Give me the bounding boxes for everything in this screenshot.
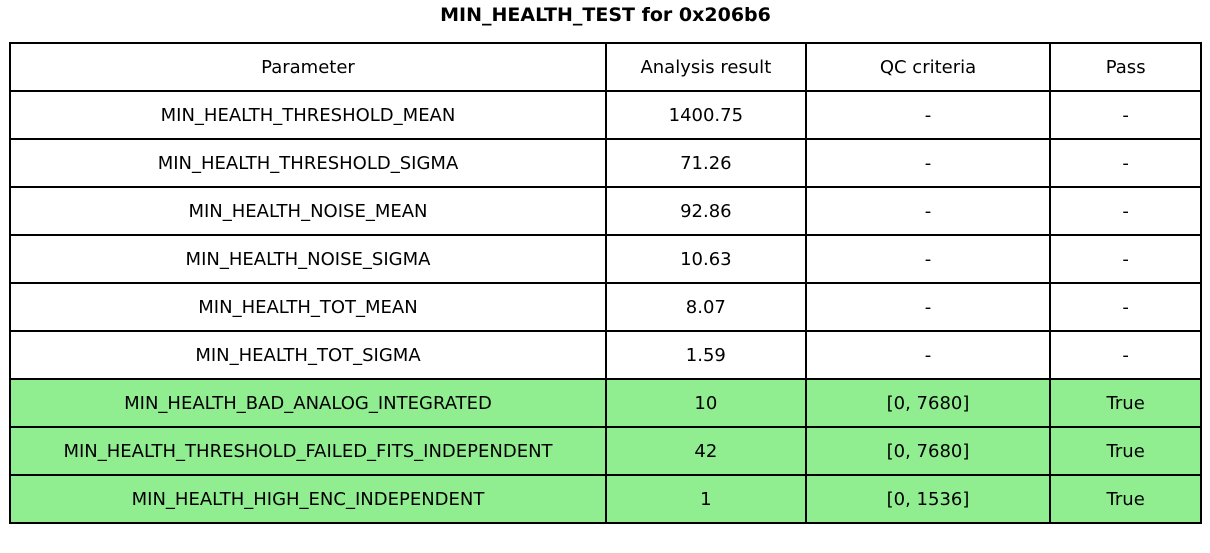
cell-analysis-result: 10.63	[604, 234, 807, 284]
table-row: MIN_HEALTH_BAD_ANALOG_INTEGRATED 10 [0, …	[9, 378, 1202, 428]
cell-analysis-result: 92.86	[604, 186, 807, 236]
cell-pass: -	[1049, 282, 1202, 332]
cell-analysis-result: 1400.75	[604, 90, 807, 140]
cell-qc-criteria: -	[804, 282, 1052, 332]
table-row: MIN_HEALTH_THRESHOLD_MEAN 1400.75 - -	[9, 90, 1202, 140]
figure-title: MIN_HEALTH_TEST for 0x206b6	[440, 4, 771, 26]
cell-parameter: MIN_HEALTH_HIGH_ENC_INDEPENDENT	[9, 474, 607, 524]
column-header-parameter: Parameter	[9, 42, 607, 92]
table-row: MIN_HEALTH_THRESHOLD_FAILED_FITS_INDEPEN…	[9, 426, 1202, 476]
cell-analysis-result: 42	[604, 426, 807, 476]
cell-qc-criteria: [0, 7680]	[804, 378, 1052, 428]
cell-parameter: MIN_HEALTH_NOISE_MEAN	[9, 186, 607, 236]
table-row: MIN_HEALTH_TOT_SIGMA 1.59 - -	[9, 330, 1202, 380]
cell-qc-criteria: -	[804, 186, 1052, 236]
header-row: Parameter Analysis result QC criteria Pa…	[9, 42, 1202, 92]
cell-pass: -	[1049, 330, 1202, 380]
cell-parameter: MIN_HEALTH_BAD_ANALOG_INTEGRATED	[9, 378, 607, 428]
cell-qc-criteria: -	[804, 90, 1052, 140]
column-header-analysis-result: Analysis result	[604, 42, 807, 92]
table-row: MIN_HEALTH_HIGH_ENC_INDEPENDENT 1 [0, 15…	[9, 474, 1202, 524]
cell-qc-criteria: [0, 7680]	[804, 426, 1052, 476]
cell-pass: -	[1049, 90, 1202, 140]
cell-qc-criteria: -	[804, 330, 1052, 380]
cell-pass: True	[1049, 474, 1202, 524]
cell-parameter: MIN_HEALTH_THRESHOLD_FAILED_FITS_INDEPEN…	[9, 426, 607, 476]
qc-results-table: Parameter Analysis result QC criteria Pa…	[9, 42, 1202, 524]
cell-parameter: MIN_HEALTH_THRESHOLD_MEAN	[9, 90, 607, 140]
cell-analysis-result: 1	[604, 474, 807, 524]
cell-analysis-result: 8.07	[604, 282, 807, 332]
cell-qc-criteria: -	[804, 234, 1052, 284]
cell-analysis-result: 71.26	[604, 138, 807, 188]
cell-analysis-result: 10	[604, 378, 807, 428]
table-row: MIN_HEALTH_TOT_MEAN 8.07 - -	[9, 282, 1202, 332]
table-row: MIN_HEALTH_THRESHOLD_SIGMA 71.26 - -	[9, 138, 1202, 188]
cell-parameter: MIN_HEALTH_NOISE_SIGMA	[9, 234, 607, 284]
column-header-pass: Pass	[1049, 42, 1202, 92]
cell-pass: -	[1049, 186, 1202, 236]
cell-analysis-result: 1.59	[604, 330, 807, 380]
cell-pass: True	[1049, 378, 1202, 428]
cell-parameter: MIN_HEALTH_TOT_SIGMA	[9, 330, 607, 380]
column-header-qc-criteria: QC criteria	[804, 42, 1052, 92]
cell-pass: -	[1049, 138, 1202, 188]
cell-pass: -	[1049, 234, 1202, 284]
table-row: MIN_HEALTH_NOISE_SIGMA 10.63 - -	[9, 234, 1202, 284]
cell-pass: True	[1049, 426, 1202, 476]
cell-qc-criteria: [0, 1536]	[804, 474, 1052, 524]
cell-qc-criteria: -	[804, 138, 1052, 188]
table-row: MIN_HEALTH_NOISE_MEAN 92.86 - -	[9, 186, 1202, 236]
cell-parameter: MIN_HEALTH_TOT_MEAN	[9, 282, 607, 332]
cell-parameter: MIN_HEALTH_THRESHOLD_SIGMA	[9, 138, 607, 188]
